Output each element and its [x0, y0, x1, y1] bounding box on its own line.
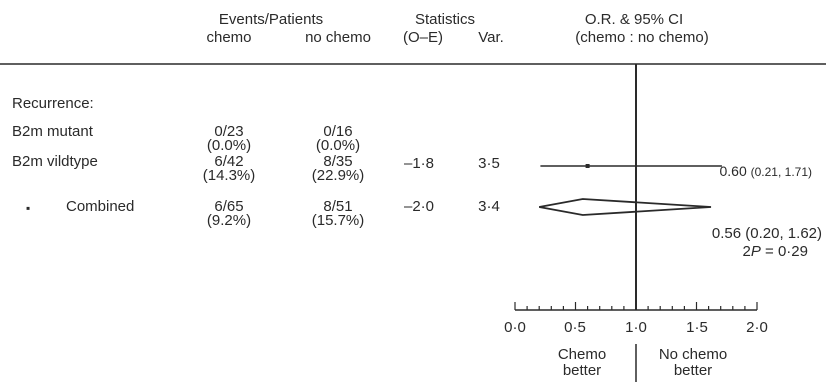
section-label-recurrence: Recurrence: [12, 95, 94, 112]
x-tick-label-0: 0·0 [504, 319, 526, 336]
row-chemo-pct-b2m-mutant: (0.0%) [206, 137, 252, 154]
row-o-e-combined: –2·0 [403, 198, 435, 215]
x-tick-label-2: 1·0 [625, 319, 647, 336]
row-p-number: = 0·29 [760, 243, 808, 260]
x-tick-label-3: 1·5 [686, 319, 708, 336]
favours-right-line1: No chemo [658, 346, 728, 363]
header-o-e: (O–E) [402, 29, 444, 46]
row-label-b2m-mutant: B2m mutant [12, 123, 93, 140]
row-p-prefix: 2 [742, 243, 751, 260]
favours-left-line1: Chemo [557, 346, 607, 363]
row-chemo-events-b2m-mutant: 0/23 [214, 123, 244, 140]
x-tick-label-1: 0·5 [564, 319, 586, 336]
row-nochemo-events-combined: 8/51 [323, 198, 353, 215]
header-var: Var. [478, 29, 504, 46]
row-o-e-b2m-vildtype: –1·8 [403, 155, 435, 172]
row-nochemo-pct-b2m-vildtype: (22.9%) [311, 167, 365, 184]
header-chemo-vs: (chemo : no chemo) [575, 29, 709, 46]
row-nochemo-events-b2m-vildtype: 8/35 [323, 153, 353, 170]
header-chemo: chemo [206, 29, 252, 46]
row-or-estimate-b2m-vildtype: 0.60 [719, 163, 747, 179]
row-p-value-combined: 2P = 0·29 [743, 244, 808, 260]
row-label-b2m-vildtype: B2m vildtype [12, 153, 98, 170]
row-bullet-combined: ▪ [26, 201, 31, 215]
row-chemo-pct-b2m-vildtype: (14.3%) [202, 167, 256, 184]
row-var-b2m-vildtype: 3·5 [478, 155, 500, 172]
row-chemo-events-combined: 6/65 [214, 198, 244, 215]
row-nochemo-pct-b2m-mutant: (0.0%) [315, 137, 361, 154]
row-nochemo-pct-combined: (15.7%) [311, 212, 365, 229]
row-chemo-pct-combined: (9.2%) [206, 212, 252, 229]
row-chemo-events-b2m-vildtype: 6/42 [214, 153, 244, 170]
favours-left-line2: better [562, 362, 602, 379]
pooled-diamond-row-2 [539, 198, 712, 216]
row-nochemo-events-b2m-mutant: 0/16 [323, 123, 353, 140]
point-estimate-square-row-1 [585, 164, 590, 168]
row-or-ci-combined: 0.56 (0.20, 1.62) [711, 225, 822, 242]
row-or-interval-b2m-vildtype: (0.21, 1.71) [750, 165, 812, 179]
favours-right-line2: better [673, 362, 713, 379]
x-tick-label-4: 2·0 [746, 319, 768, 336]
row-p-symbol: P [750, 243, 761, 260]
header-or-ci: O.R. & 95% CI [584, 11, 684, 28]
row-or-ci-b2m-vildtype: 0.60 (0.21, 1.71) [719, 163, 812, 180]
row-label-combined: Combined [66, 198, 135, 215]
header-events-patients: Events/Patients [218, 11, 324, 28]
header-no-chemo: no chemo [305, 29, 371, 46]
row-var-combined: 3·4 [478, 198, 500, 215]
header-statistics: Statistics [414, 11, 476, 28]
